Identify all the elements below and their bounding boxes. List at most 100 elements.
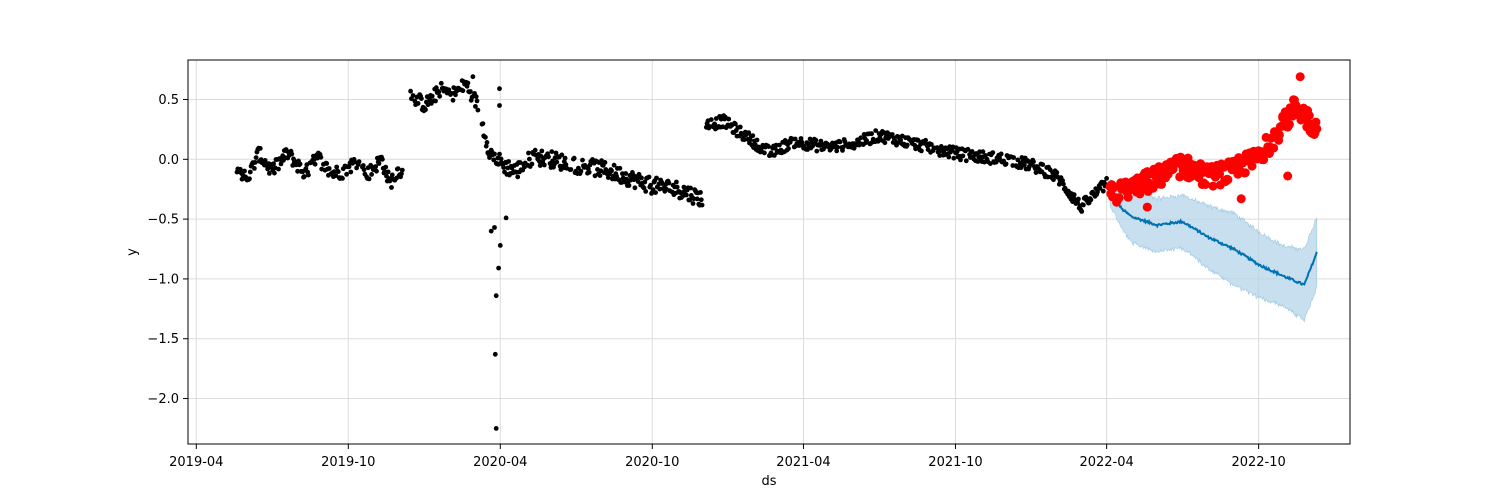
observed-point: [643, 189, 649, 194]
observed-point: [501, 165, 506, 170]
observed-point: [609, 168, 614, 174]
observed-point: [813, 137, 819, 143]
observed-point: [653, 190, 658, 196]
actual-future-point: [1208, 181, 1218, 191]
observed-point: [271, 161, 276, 167]
observed-point: [412, 98, 418, 104]
observed-point: [312, 161, 318, 167]
observed-point: [851, 145, 857, 151]
observed-point: [460, 88, 466, 94]
observed-point: [747, 137, 753, 143]
observed-point: [474, 98, 480, 104]
observed-point: [1100, 188, 1106, 194]
observed-point: [699, 202, 705, 208]
actual-future-point: [1215, 169, 1225, 179]
observed-point: [568, 167, 574, 172]
observed-point: [792, 136, 798, 142]
actual-future-points: [1105, 72, 1322, 212]
observed-point: [1095, 189, 1100, 195]
observed-point: [373, 164, 379, 169]
observed-point: [882, 140, 888, 146]
observed-point: [766, 144, 771, 150]
observed-point: [929, 142, 934, 147]
observed-point: [344, 171, 349, 177]
observed-point: [993, 159, 999, 165]
observed-point: [869, 131, 874, 137]
observed-point: [438, 80, 444, 86]
observed-point: [532, 147, 538, 153]
actual-future-point: [1284, 119, 1294, 129]
observed-point: [559, 152, 565, 158]
observed-point: [990, 150, 996, 156]
observed-point: [554, 159, 560, 165]
observed-point: [436, 89, 442, 95]
observed-point: [335, 169, 341, 175]
actual-future-point: [1201, 180, 1210, 189]
observed-point: [834, 148, 840, 154]
actual-future-point: [1240, 168, 1250, 178]
observed-point: [475, 107, 481, 113]
actual-future-point: [1157, 179, 1166, 189]
y-tick-label: 0.5: [158, 93, 179, 108]
observed-point: [746, 130, 752, 136]
actual-future-point: [1114, 193, 1124, 203]
observed-point: [864, 138, 869, 144]
observed-point: [493, 426, 499, 431]
observed-point: [473, 104, 478, 109]
observed-point: [762, 150, 767, 156]
observed-point: [1097, 186, 1103, 191]
observed-point: [1031, 159, 1036, 165]
observed-point: [642, 179, 648, 185]
actual-future-point: [1223, 175, 1233, 185]
observed-point: [690, 201, 696, 206]
observed-point: [419, 96, 424, 101]
observed-point: [998, 151, 1004, 157]
observed-point: [415, 101, 421, 106]
observed-point: [526, 150, 531, 156]
observed-point: [578, 168, 584, 174]
observed-point: [904, 142, 910, 148]
observed-point: [951, 155, 957, 161]
y-tick-label: 0.0: [158, 153, 179, 168]
actual-future-point: [1142, 202, 1152, 212]
observed-point: [639, 175, 644, 181]
observed-point: [1056, 181, 1062, 187]
observed-point: [395, 166, 401, 172]
observed-point: [276, 166, 281, 172]
observed-point: [684, 192, 689, 198]
observed-point: [646, 174, 652, 180]
observed-point: [247, 176, 252, 182]
observed-point: [773, 142, 779, 148]
observed-point: [410, 93, 416, 98]
actual-future-point: [1123, 192, 1133, 202]
observed-point: [252, 166, 257, 171]
uncertainty-interval: [1109, 178, 1318, 323]
observed-point: [423, 107, 428, 113]
observed-point: [446, 87, 452, 93]
observed-point: [563, 162, 569, 168]
observed-point: [473, 94, 479, 99]
observed-point: [497, 151, 502, 157]
observed-point: [389, 185, 394, 190]
observed-point: [1054, 170, 1060, 175]
observed-point: [737, 124, 743, 130]
actual-future-point: [1148, 183, 1158, 193]
observed-point: [1011, 155, 1016, 160]
observed-point: [814, 148, 820, 154]
x-tick-label: 2019-10: [321, 455, 375, 470]
observed-point: [958, 157, 963, 163]
observed-point: [297, 161, 303, 167]
observed-point: [257, 146, 263, 151]
x-tick-label: 2021-04: [776, 455, 830, 470]
observed-point: [450, 97, 456, 103]
actual-future-point: [1236, 194, 1246, 204]
observed-point: [858, 135, 864, 141]
observed-point: [708, 117, 714, 122]
observed-point: [562, 155, 568, 161]
observed-point: [688, 185, 693, 191]
observed-point: [334, 164, 340, 170]
observed-point: [433, 98, 438, 104]
observed-point: [1040, 162, 1046, 168]
